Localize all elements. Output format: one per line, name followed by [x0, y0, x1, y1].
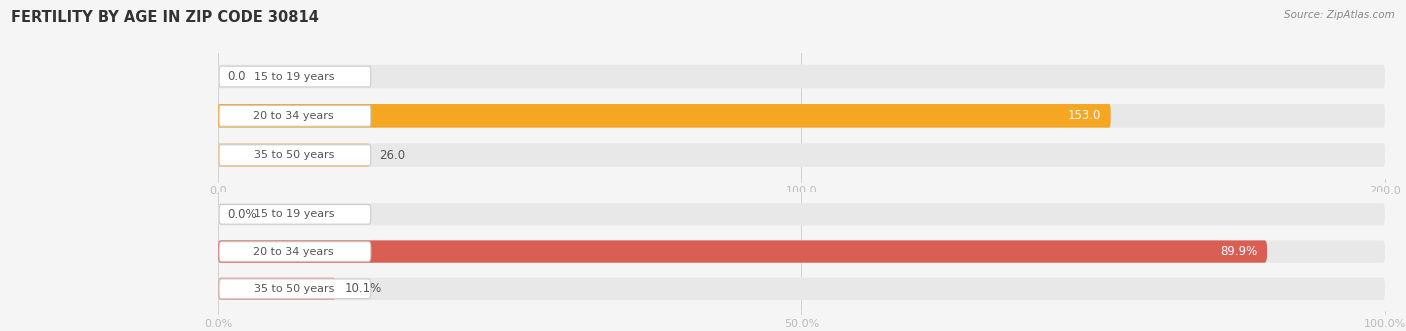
FancyBboxPatch shape	[218, 278, 1385, 300]
Text: 0.0%: 0.0%	[228, 208, 257, 221]
FancyBboxPatch shape	[219, 106, 371, 126]
FancyBboxPatch shape	[219, 279, 371, 299]
FancyBboxPatch shape	[218, 278, 336, 300]
Text: 20 to 34 years: 20 to 34 years	[253, 247, 335, 257]
FancyBboxPatch shape	[218, 104, 1111, 128]
FancyBboxPatch shape	[218, 104, 1385, 128]
Text: 10.1%: 10.1%	[344, 282, 382, 295]
Text: FERTILITY BY AGE IN ZIP CODE 30814: FERTILITY BY AGE IN ZIP CODE 30814	[11, 10, 319, 25]
FancyBboxPatch shape	[218, 240, 1267, 263]
FancyBboxPatch shape	[218, 143, 370, 167]
FancyBboxPatch shape	[218, 203, 1385, 225]
FancyBboxPatch shape	[219, 145, 371, 166]
FancyBboxPatch shape	[219, 66, 371, 87]
Text: Source: ZipAtlas.com: Source: ZipAtlas.com	[1284, 10, 1395, 20]
Text: 15 to 19 years: 15 to 19 years	[253, 71, 335, 81]
Text: 89.9%: 89.9%	[1220, 245, 1258, 258]
Text: 35 to 50 years: 35 to 50 years	[253, 284, 335, 294]
Text: 26.0: 26.0	[380, 149, 405, 162]
FancyBboxPatch shape	[218, 143, 1385, 167]
Text: 0.0: 0.0	[228, 70, 246, 83]
FancyBboxPatch shape	[219, 242, 371, 261]
Text: 35 to 50 years: 35 to 50 years	[253, 150, 335, 160]
FancyBboxPatch shape	[218, 65, 1385, 88]
FancyBboxPatch shape	[218, 240, 1385, 263]
Text: 20 to 34 years: 20 to 34 years	[253, 111, 335, 121]
FancyBboxPatch shape	[219, 205, 371, 224]
Text: 153.0: 153.0	[1069, 109, 1101, 122]
Text: 15 to 19 years: 15 to 19 years	[253, 209, 335, 219]
